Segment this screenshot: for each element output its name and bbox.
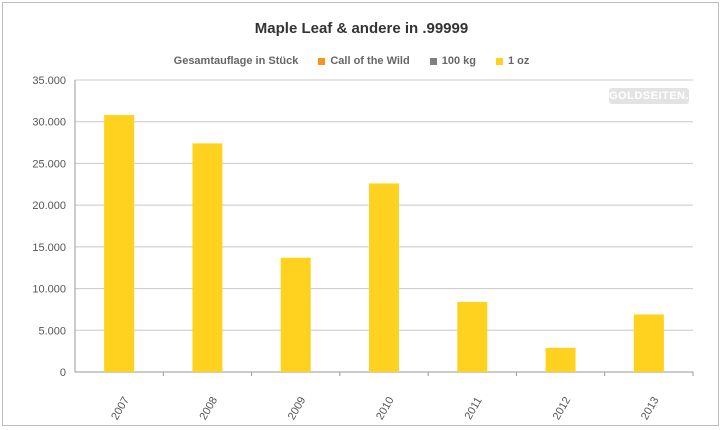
y-tick-label: 0 bbox=[60, 367, 66, 379]
y-axis-ticks: 0 5.000 10.000 15.000 20.000 25.000 30.000 35.0… bbox=[32, 75, 66, 379]
bar-2013[interactable] bbox=[633, 314, 664, 372]
x-axis-ticks: 2007 2008 2009 2010 2011 2012 2013 bbox=[109, 372, 694, 422]
y-tick-label: 15.000 bbox=[32, 242, 66, 254]
y-tick-label: 35.000 bbox=[32, 75, 66, 87]
y-tick-label: 25.000 bbox=[32, 158, 66, 170]
bar-2012[interactable] bbox=[545, 347, 576, 372]
y-tick-label: 10.000 bbox=[32, 284, 66, 296]
y-tick-label: 30.000 bbox=[32, 117, 66, 129]
y-tick-label: 5.000 bbox=[38, 325, 66, 337]
legend-item-100-kg[interactable]: 100 kg bbox=[429, 55, 476, 67]
x-tick-label: 2009 bbox=[286, 395, 309, 422]
watermark-logo: GOLDSEITEN.DE bbox=[609, 88, 706, 104]
bar-2010[interactable] bbox=[369, 183, 399, 372]
bar-2009[interactable] bbox=[280, 257, 311, 372]
chart-legend: Gesamtauflage in Stück Call of the Wild … bbox=[0, 55, 723, 67]
legend-swatch-100-kg bbox=[429, 57, 437, 65]
legend-item-1-oz[interactable]: 1 oz bbox=[495, 55, 530, 67]
bar-2007[interactable] bbox=[104, 115, 135, 372]
legend-swatch-1-oz bbox=[495, 57, 503, 65]
legend-item-call-of-the-wild[interactable]: Call of the Wild bbox=[318, 55, 410, 67]
x-tick-label: 2012 bbox=[551, 395, 574, 422]
bar-2011[interactable] bbox=[457, 301, 488, 372]
x-tick-label: 2008 bbox=[198, 395, 221, 422]
x-tick-label: 2007 bbox=[109, 395, 132, 422]
chart-title: Maple Leaf & andere in .99999 bbox=[254, 20, 469, 37]
bar-series bbox=[104, 115, 664, 372]
legend-title: Gesamtauflage in Stück bbox=[173, 55, 299, 67]
x-tick-label: 2011 bbox=[463, 395, 485, 421]
x-tick-label: 2013 bbox=[639, 395, 662, 422]
legend-label-1-oz: 1 oz bbox=[507, 55, 530, 67]
x-tick-label: 2010 bbox=[374, 395, 397, 422]
legend-label-100-kg: 100 kg bbox=[441, 55, 476, 67]
y-tick-label: 20.000 bbox=[32, 200, 66, 212]
legend-swatch-call-of-the-wild bbox=[318, 57, 326, 65]
bar-2008[interactable] bbox=[192, 143, 223, 372]
legend-label-call-of-the-wild: Call of the Wild bbox=[330, 55, 410, 67]
